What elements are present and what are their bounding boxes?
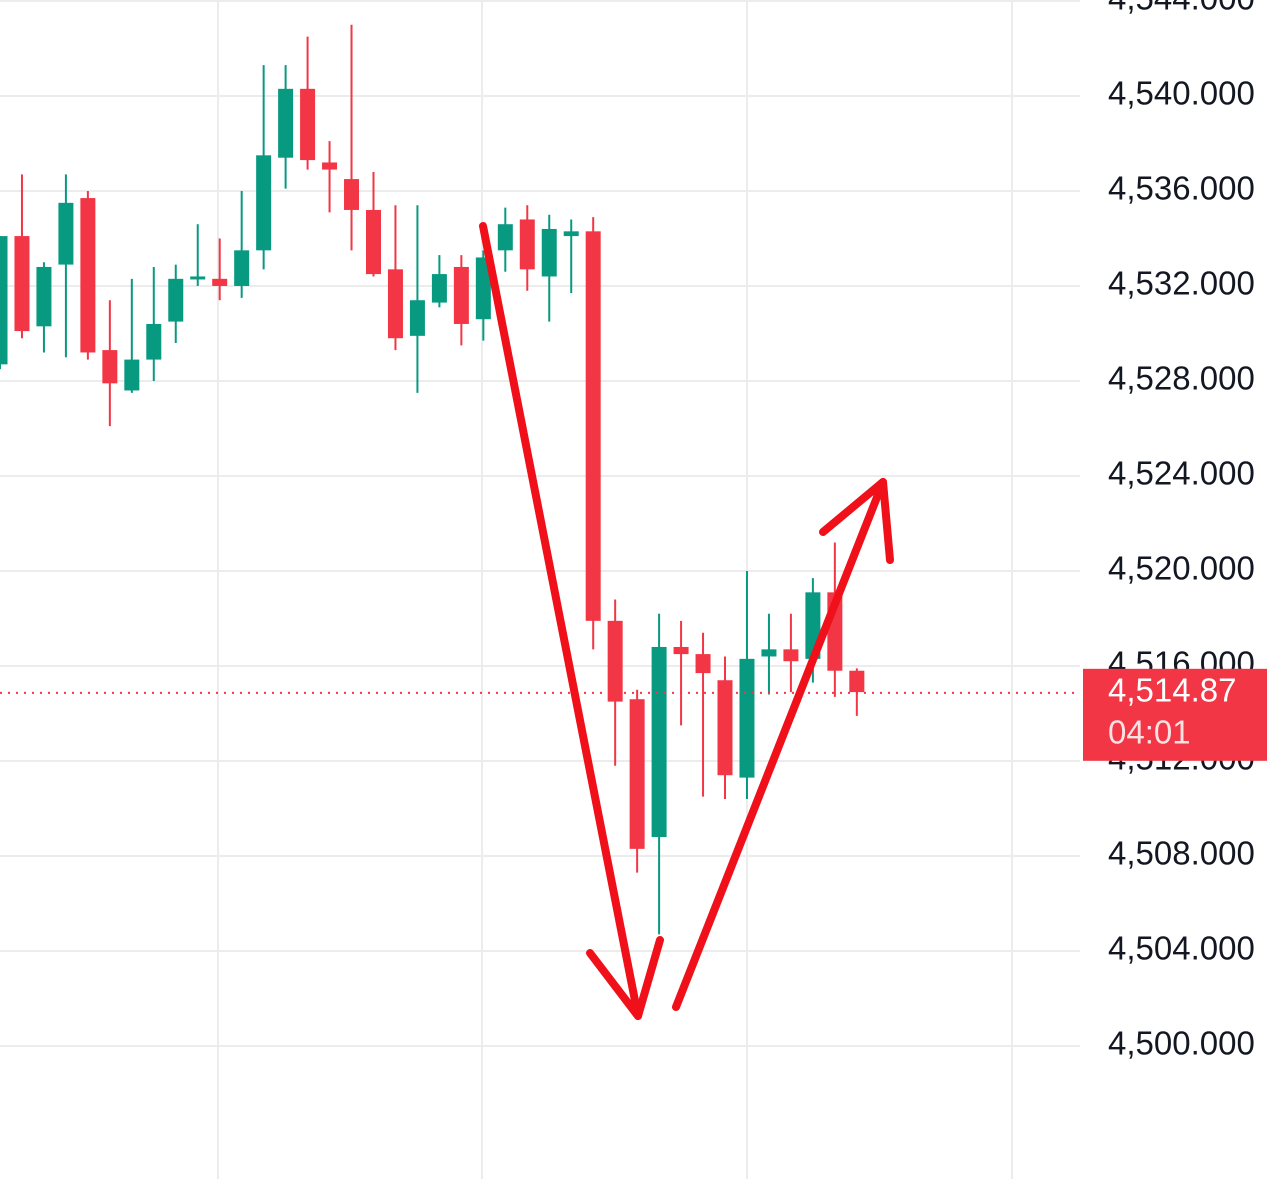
- candle-body: [58, 202, 74, 265]
- candle-body: [541, 228, 557, 277]
- candle-body: [519, 219, 535, 270]
- candle-body: [607, 620, 623, 702]
- arrow-down: [479, 222, 642, 1020]
- y-tick-label: 4,540.000: [1108, 75, 1255, 112]
- y-tick-label: 4,508.000: [1108, 835, 1255, 872]
- candle-body: [761, 649, 777, 657]
- candle-body: [673, 646, 689, 655]
- arrow-up-head: [819, 478, 894, 564]
- candle-body: [234, 250, 250, 286]
- candle-body: [212, 278, 228, 286]
- y-tick-label: 4,524.000: [1108, 455, 1255, 492]
- candle-body: [717, 680, 733, 776]
- annotation-arrows: [479, 222, 894, 1020]
- time-grid: [217, 0, 1013, 1179]
- last-price-box: [1083, 668, 1267, 761]
- candle-body: [695, 654, 711, 674]
- candle-body: [322, 162, 338, 170]
- price-axis: 4,500.0004,504.0004,508.0004,512.0004,51…: [1083, 0, 1267, 1062]
- candle-body: [36, 266, 52, 327]
- candle-body: [783, 649, 799, 662]
- last-price-label: 4,514.87: [1108, 672, 1236, 709]
- candle-body: [365, 209, 381, 275]
- price-grid: [0, 0, 1080, 1047]
- candle-body: [453, 266, 469, 324]
- y-tick-label: 4,504.000: [1108, 930, 1255, 967]
- candle-body: [190, 276, 206, 280]
- candle-body: [0, 236, 8, 365]
- candle-body: [585, 231, 601, 621]
- candle-body: [124, 359, 140, 391]
- candle-body: [14, 236, 30, 332]
- candle-body: [102, 350, 118, 384]
- y-tick-label: 4,532.000: [1108, 265, 1255, 302]
- candle-body: [629, 699, 645, 849]
- candle-body: [739, 658, 755, 778]
- y-tick-label: 4,520.000: [1108, 550, 1255, 587]
- candle-body: [431, 274, 447, 303]
- candle-body: [80, 198, 96, 353]
- arrow-down-head: [586, 936, 664, 1020]
- y-tick-label: 4,544.000: [1108, 0, 1255, 17]
- y-tick-label: 4,500.000: [1108, 1025, 1255, 1062]
- candle-body: [300, 88, 316, 161]
- candle-body: [168, 278, 184, 322]
- countdown: 04:01: [1108, 714, 1191, 751]
- candles: [0, 24, 1080, 935]
- y-tick-label: 4,536.000: [1108, 170, 1255, 207]
- arrow-up: [672, 478, 887, 1011]
- candle-body: [387, 269, 403, 339]
- candle-body: [409, 300, 425, 336]
- candle-body: [278, 88, 294, 158]
- y-tick-label: 4,528.000: [1108, 360, 1255, 397]
- candle-body: [563, 231, 579, 237]
- candle-body: [146, 323, 162, 360]
- candle-body: [849, 670, 865, 693]
- candle-body: [475, 257, 491, 320]
- candle-body: [256, 155, 272, 251]
- candle-body: [651, 646, 667, 837]
- candle-body: [497, 224, 513, 251]
- candle-body: [344, 179, 360, 210]
